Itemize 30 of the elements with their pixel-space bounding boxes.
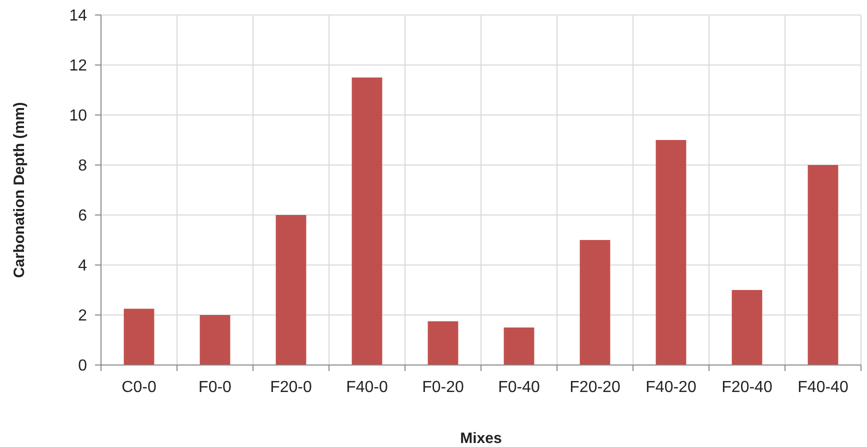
y-tick-label: 2 (78, 308, 88, 325)
x-tick-label: F40-0 (346, 379, 388, 396)
bar (732, 290, 762, 365)
y-tick-label: 12 (69, 58, 88, 75)
bar (352, 78, 382, 365)
x-tick-label: F0-20 (422, 379, 464, 396)
x-tick-label: F0-0 (198, 379, 232, 396)
bar (504, 328, 534, 365)
y-tick-label: 8 (78, 158, 88, 175)
x-tick-label: C0-0 (122, 379, 156, 396)
bar (124, 308, 154, 365)
bar (580, 240, 610, 365)
x-tick-label: F40-20 (646, 379, 696, 396)
y-tick-label: 10 (69, 108, 88, 125)
x-tick-label: F20-20 (570, 379, 620, 396)
y-tick-label: 4 (78, 258, 88, 275)
bar (656, 140, 686, 365)
x-tick-label: F40-40 (798, 379, 848, 396)
x-tick-label: F20-40 (722, 379, 772, 396)
bar (428, 321, 458, 365)
bar (200, 315, 230, 365)
x-tick-label: F20-0 (270, 379, 312, 396)
bar (808, 165, 838, 365)
y-tick-label: 0 (78, 358, 88, 375)
y-tick-label: 6 (78, 208, 88, 225)
bar (276, 215, 306, 365)
y-tick-label: 14 (69, 8, 88, 25)
x-tick-label: F0-40 (498, 379, 540, 396)
y-axis-title: Carbonation Depth (mm) (11, 102, 28, 278)
x-axis-title: Mixes (460, 430, 502, 447)
